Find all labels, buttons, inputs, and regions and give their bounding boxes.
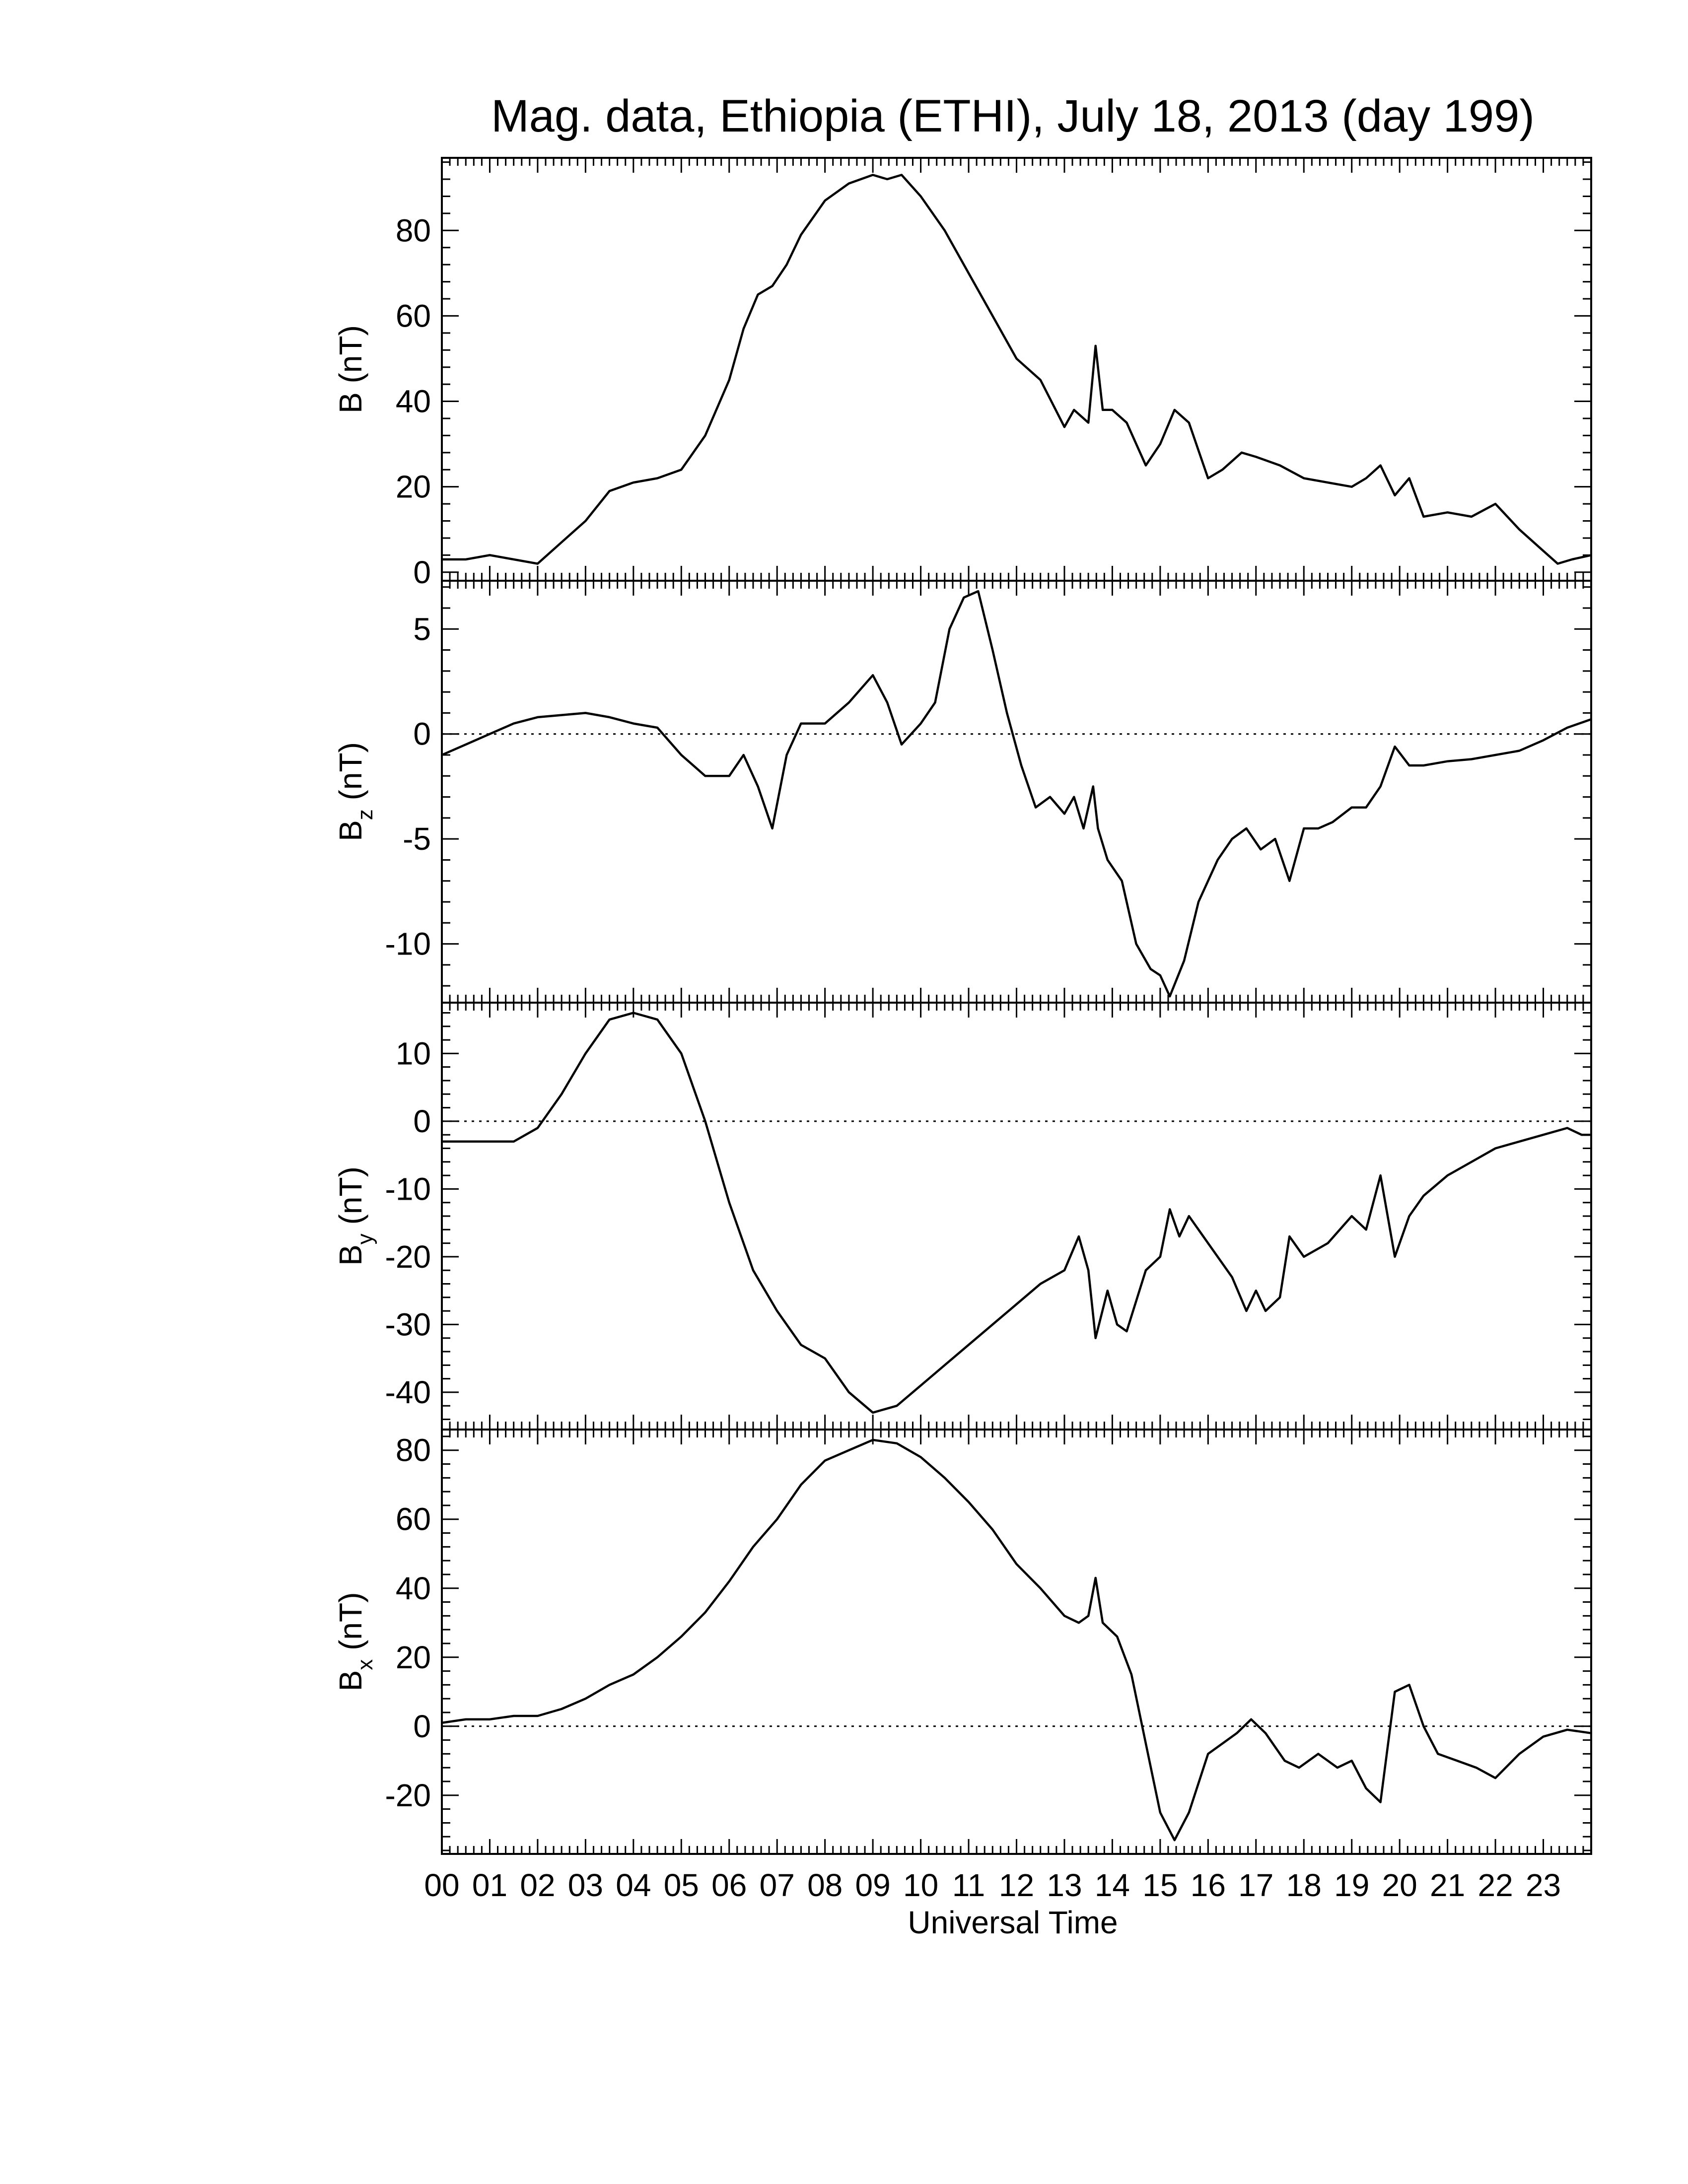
y-tick-label: -40 [385, 1374, 431, 1410]
x-tick-label: 09 [855, 1867, 891, 1903]
y-tick-label: 0 [413, 716, 431, 752]
y-axis-label: Bz (nT) [333, 742, 377, 841]
x-tick-label: 11 [952, 1867, 985, 1903]
x-tick-label: 08 [807, 1867, 843, 1903]
y-axis-label-base: B [333, 392, 368, 413]
x-tick-label: 17 [1238, 1867, 1273, 1903]
y-tick-label: 0 [413, 1708, 431, 1744]
y-axis-label-subscript: z [353, 809, 377, 820]
panels: 0 20 40 60 80 B (nT) -10 -5 0 5 Bz (nT) -40 -30 -20 -1… [333, 157, 1592, 1855]
y-axis-label: B (nT) [333, 325, 368, 413]
y-tick-label: -20 [385, 1777, 431, 1813]
y-axis-label-unit: (nT) [333, 742, 368, 809]
y-axis-label: By (nT) [333, 1166, 377, 1266]
x-tick-label: 07 [760, 1867, 795, 1903]
series-by-line [442, 1012, 1591, 1414]
x-tick-label: 04 [616, 1867, 651, 1903]
y-axis-label-base: B [333, 1670, 368, 1692]
x-tick-label: 13 [1047, 1867, 1082, 1903]
y-tick-label: -30 [385, 1306, 431, 1342]
x-tick-label: 19 [1334, 1867, 1369, 1903]
x-tick-label: 18 [1286, 1867, 1322, 1903]
x-tick-label: 12 [999, 1867, 1034, 1903]
y-tick-label: 60 [396, 298, 431, 334]
x-ticks [441, 581, 1592, 1003]
y-axis-label-unit: (nT) [333, 1592, 368, 1659]
panel-by: -40 -30 -20 -10 0 10 By (nT) [333, 1002, 1592, 1431]
panel-frame [441, 157, 1592, 582]
y-tick-label: 60 [396, 1502, 431, 1537]
y-tick-label: 10 [396, 1035, 431, 1071]
x-tick-label: 03 [568, 1867, 603, 1903]
y-tick-label: 0 [413, 554, 431, 590]
y-tick-label: 80 [396, 1433, 431, 1468]
x-tick-label: 14 [1095, 1867, 1130, 1903]
x-tick-label: 22 [1477, 1867, 1513, 1903]
y-axis-label: Bx (nT) [333, 1592, 377, 1692]
x-tick-label: 15 [1142, 1867, 1178, 1903]
panel-bz: -10 -5 0 5 Bz (nT) [333, 580, 1592, 1004]
panel-frame [441, 580, 1592, 1004]
x-tick-label: 23 [1526, 1867, 1561, 1903]
y-tick-label: -5 [403, 821, 431, 857]
y-tick-label: 20 [396, 469, 431, 505]
x-tick-label: 00 [424, 1867, 459, 1903]
series-b-line [442, 174, 1592, 565]
x-ticks [441, 1003, 1592, 1430]
y-tick-label: 80 [396, 212, 431, 248]
y-axis-label-base: B [333, 1244, 368, 1266]
x-tick-label: 01 [472, 1867, 507, 1903]
x-ticks [441, 1430, 1592, 1854]
x-ticks [441, 158, 1592, 581]
y-tick-label: -20 [385, 1239, 431, 1275]
y-tick-label: -10 [385, 1171, 431, 1207]
y-tick-label: 40 [396, 384, 431, 419]
chart-title: Mag. data, Ethiopia (ETHI), July 18, 201… [491, 91, 1535, 141]
x-tick-label: 10 [903, 1867, 938, 1903]
x-tick-label: 16 [1191, 1867, 1226, 1903]
y-tick-label: 5 [413, 611, 431, 647]
x-tick-labels: 00 01 02 03 04 05 06 07 08 09 10 11 12 13 14 15 16 17 18 19… [424, 1867, 1561, 1903]
y-axis-label-subscript: x [353, 1659, 377, 1670]
panel-bx: -20 0 20 40 60 80 Bx (nT) [333, 1429, 1592, 1855]
series-bz-line [441, 590, 1592, 998]
series-bx-line [441, 1438, 1592, 1842]
x-tick-label: 20 [1382, 1867, 1417, 1903]
x-tick-label: 02 [520, 1867, 555, 1903]
panel-b: 0 20 40 60 80 B (nT) [333, 157, 1592, 590]
panel-frame [441, 1002, 1592, 1431]
x-tick-label: 06 [711, 1867, 747, 1903]
y-axis-label-base: B [333, 820, 368, 841]
y-axis-label-unit: (nT) [333, 1166, 368, 1233]
x-tick-label: 21 [1430, 1867, 1465, 1903]
panel-frame [441, 1429, 1592, 1855]
x-axis-label: Universal Time [908, 1905, 1118, 1940]
y-axis-label-subscript: y [353, 1233, 377, 1244]
y-tick-label: 40 [396, 1570, 431, 1606]
y-tick-label: 20 [396, 1639, 431, 1675]
y-axis-label-unit: (nT) [333, 325, 368, 392]
y-tick-label: -10 [385, 926, 431, 962]
x-tick-label: 05 [664, 1867, 699, 1903]
y-tick-label: 0 [413, 1103, 431, 1139]
